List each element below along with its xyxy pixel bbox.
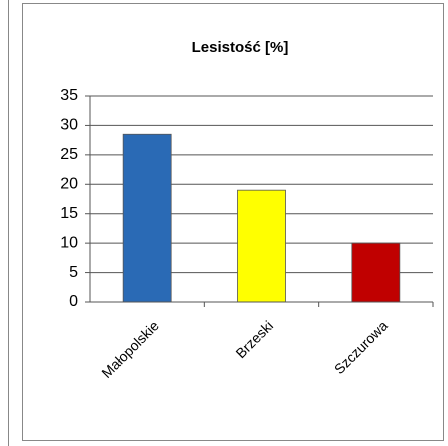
y-tick-label: 35 — [60, 87, 78, 104]
bar — [351, 242, 401, 303]
y-tick-label: 10 — [60, 234, 78, 251]
y-tick-label: 30 — [60, 117, 78, 134]
y-tick-label: 25 — [60, 146, 78, 163]
bar — [122, 133, 172, 303]
chart-frame — [22, 3, 444, 441]
y-tick-label: 20 — [60, 176, 78, 193]
chart-title: Lesistość [%] — [192, 39, 289, 56]
y-tick-label: 5 — [69, 264, 78, 281]
bar — [237, 189, 286, 303]
y-tick-label: 0 — [69, 293, 78, 310]
y-tick-label: 15 — [60, 205, 78, 222]
